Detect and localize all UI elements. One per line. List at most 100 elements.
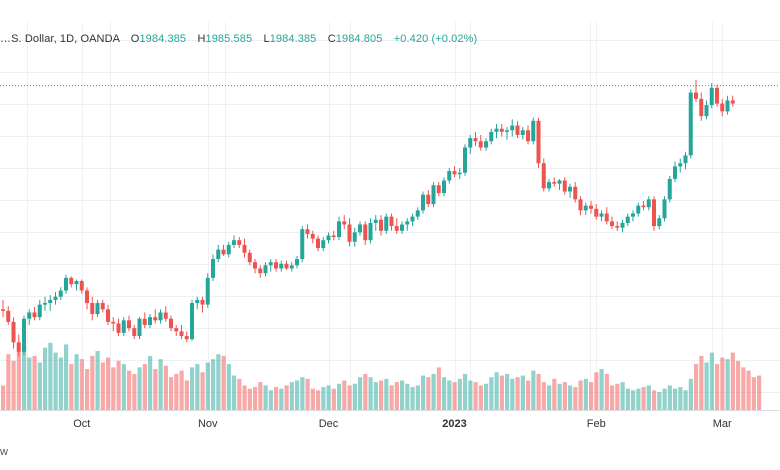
low-value: 1984.385 — [269, 33, 317, 45]
candle-body — [578, 199, 583, 211]
volume-bar — [694, 364, 699, 410]
volume-bar — [599, 369, 604, 410]
candle — [226, 241, 231, 258]
volume-bar — [153, 369, 158, 410]
candle-body — [704, 105, 709, 117]
candle-body — [32, 312, 37, 318]
volume-bar — [310, 388, 315, 410]
candle-body — [557, 180, 562, 184]
candle-body — [667, 178, 672, 200]
candle — [342, 215, 347, 230]
candle-body — [573, 186, 578, 200]
candle — [352, 227, 357, 247]
volume-bar — [6, 354, 11, 410]
candle-body — [730, 100, 735, 104]
volume-bar — [295, 380, 300, 410]
candle — [589, 200, 593, 214]
candle-body — [158, 312, 163, 321]
x-tick-label: 2023 — [442, 418, 466, 430]
candle-body — [484, 141, 488, 148]
candle — [58, 287, 63, 300]
candle-body — [615, 226, 620, 228]
candle — [510, 119, 515, 137]
candle-body — [499, 128, 504, 132]
candle-body — [583, 205, 588, 211]
candle-body — [505, 130, 509, 132]
candle — [22, 315, 26, 355]
candle — [426, 189, 431, 208]
candle — [683, 152, 688, 170]
candle — [268, 259, 273, 272]
volume-bar — [279, 388, 284, 410]
x-tick-label: Feb — [587, 418, 606, 430]
volume-bar — [337, 383, 342, 410]
candle — [667, 175, 672, 203]
volume-bar — [289, 382, 294, 410]
volume-bar — [678, 387, 683, 410]
candle-body — [58, 290, 63, 297]
candle-body — [253, 262, 257, 269]
volume-bar — [415, 385, 420, 410]
volume-bar — [583, 378, 588, 410]
candle-body — [289, 265, 294, 269]
volume-bar — [463, 373, 468, 410]
volume-bar — [95, 350, 100, 410]
candle — [11, 317, 16, 349]
volume-bar — [484, 383, 489, 410]
candle-body — [478, 141, 483, 148]
candle-body — [646, 199, 651, 208]
volume-bar — [505, 373, 510, 410]
volume-bar — [132, 373, 137, 410]
candle — [384, 213, 389, 234]
candle — [389, 213, 394, 231]
volume-bar — [405, 383, 410, 410]
candle-body — [457, 172, 462, 175]
volume-bar — [573, 387, 578, 410]
candle — [300, 226, 305, 263]
candle-body — [426, 194, 431, 205]
volume-bar — [389, 385, 394, 410]
candle — [610, 216, 614, 230]
volume-bar — [641, 387, 646, 410]
candle — [520, 127, 525, 140]
volume-bar — [284, 385, 289, 410]
candle — [53, 292, 58, 305]
candle-body — [174, 328, 179, 332]
candle-body — [657, 218, 662, 227]
volume-bar — [263, 385, 268, 410]
candle-body — [715, 87, 719, 104]
candle — [27, 309, 32, 326]
candle — [704, 100, 709, 120]
candle — [709, 83, 714, 109]
candle — [688, 89, 693, 159]
volume-bar — [200, 372, 205, 410]
candle — [137, 317, 142, 340]
volume-bar — [163, 365, 168, 410]
volume-bar — [27, 357, 32, 410]
volume-bar — [757, 375, 762, 410]
candle — [447, 167, 452, 184]
candle-body — [683, 155, 688, 164]
candle-body — [421, 194, 425, 211]
volume-bar — [232, 375, 237, 410]
candle — [715, 84, 719, 107]
candle-body — [43, 303, 47, 305]
candle — [258, 265, 263, 278]
candle-body — [473, 138, 478, 142]
candle — [499, 123, 504, 137]
candle — [43, 296, 47, 311]
candle-body — [53, 296, 58, 300]
volume-bar — [258, 382, 263, 410]
candle — [620, 219, 625, 233]
volume-bar — [536, 373, 541, 410]
candle-body — [520, 130, 525, 135]
candle-body — [389, 216, 394, 227]
candle — [326, 232, 331, 244]
candle-body — [515, 125, 520, 135]
candle-body — [631, 213, 635, 217]
candle-body — [510, 125, 515, 131]
candle — [16, 334, 21, 357]
candle — [221, 244, 226, 256]
